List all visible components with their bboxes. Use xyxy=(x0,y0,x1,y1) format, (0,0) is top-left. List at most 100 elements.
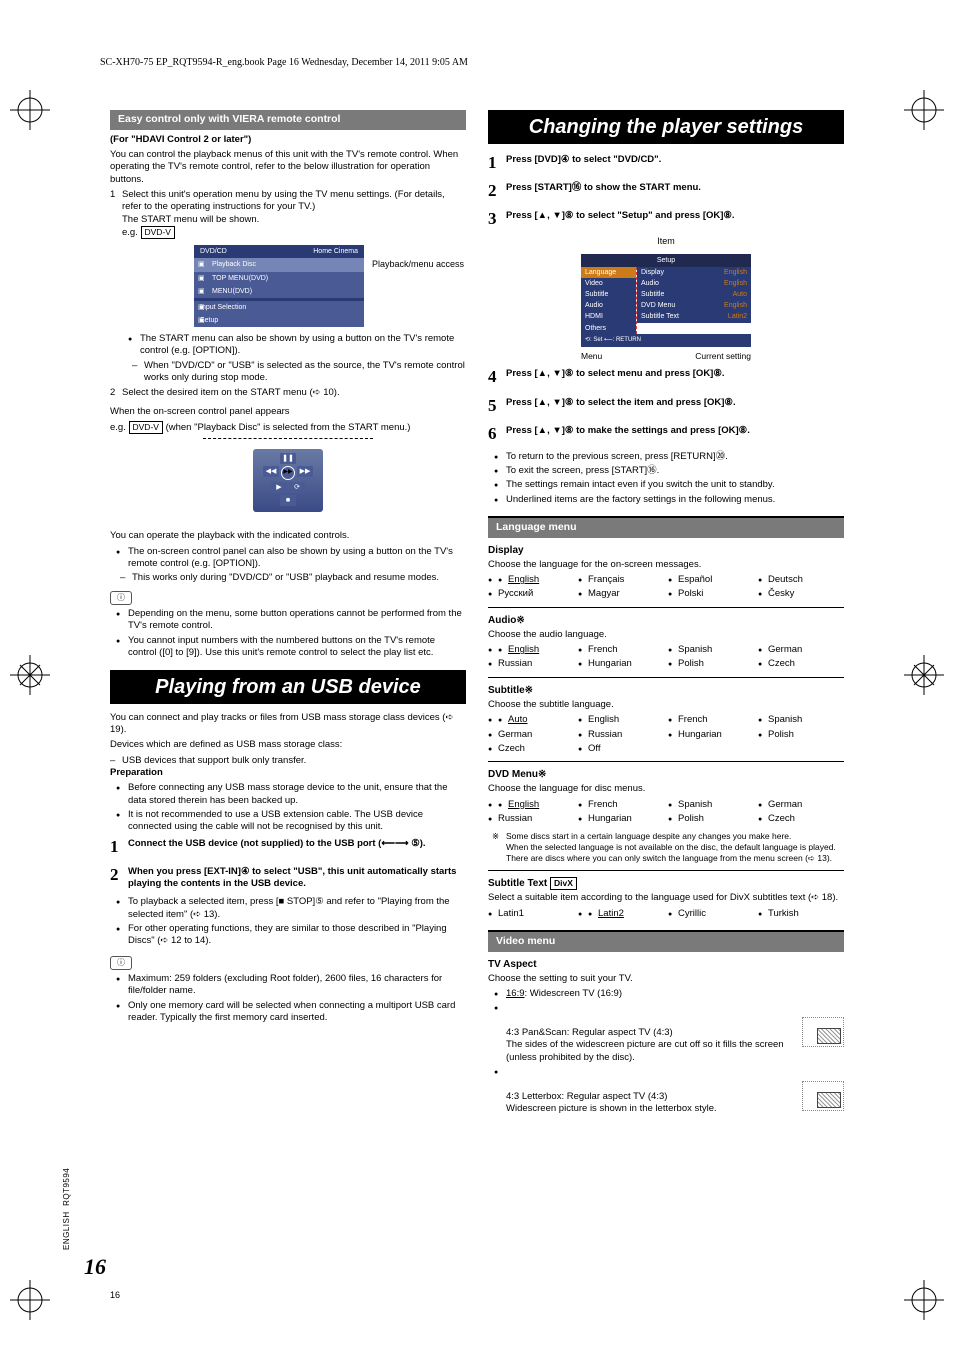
setup-osd: Setup Language Video Subtitle Audio HDMI… xyxy=(581,254,751,347)
settings-heading: Changing the player settings xyxy=(488,110,844,144)
lang-option: Polish xyxy=(668,658,754,670)
left-column: Easy control only with VIERA remote cont… xyxy=(110,110,466,1270)
display-options: English Français Español Deutsch Русский Magy… xyxy=(488,574,844,601)
settings-steps-1: 1Press [DVD]④ to select "DVD/CD". 2Press… xyxy=(488,152,844,230)
lang-option: Hungarian xyxy=(578,813,664,825)
usb-intro: You can connect and play tracks or files… xyxy=(110,712,466,737)
lang-option: English xyxy=(488,799,574,811)
easy-control-intro: You can control the playback menus of th… xyxy=(110,149,466,186)
page-number-large: 16 xyxy=(82,1253,108,1282)
dvdmenu-options: English French Spanish German Russian Hungari… xyxy=(488,799,844,826)
lang-option: Russian xyxy=(578,729,664,741)
usb-steps: 1Connect the USB device (not supplied) t… xyxy=(110,836,466,891)
lang-option: Spanish xyxy=(758,714,844,726)
usb-notes: Maximum: 259 folders (excluding Root fol… xyxy=(110,973,466,1024)
tvaspect-options: 16:9: Widescreen TV (16:9) 4:3 Pan&Scan:… xyxy=(488,988,844,1117)
subtitle-options: Auto English French Spanish German Russian Hun… xyxy=(488,714,844,755)
lang-option: Русский xyxy=(488,588,574,600)
lang-note: Some discs start in a certain language d… xyxy=(488,831,844,864)
crop-mark-top-right xyxy=(904,90,944,130)
lang-option: French xyxy=(668,714,754,726)
lang-option: French xyxy=(578,799,664,811)
note-icon-1: ⓘ xyxy=(110,591,132,605)
item-label: Item xyxy=(488,236,844,248)
lang-option: Deutsch xyxy=(758,574,844,586)
notes-1: Depending on the menu, some button opera… xyxy=(110,608,466,659)
lang-option: Magyar xyxy=(578,588,664,600)
lang-option: Hungarian xyxy=(668,729,754,741)
right-column: Changing the player settings 1Press [DVD… xyxy=(488,110,844,1270)
lang-option: Czech xyxy=(758,658,844,670)
lang-option: Russian xyxy=(488,658,574,670)
crop-mark-mid-left xyxy=(10,655,50,695)
osd-bottom-labels: Menu Current setting xyxy=(581,351,751,362)
dvd-v-box-2: DVD-V xyxy=(129,421,163,434)
lang-option: Spanish xyxy=(668,644,754,656)
easy-step-2: 2 Select the desired item on the START m… xyxy=(110,387,466,399)
lang-option: Auto xyxy=(488,714,574,726)
lang-option: English xyxy=(488,644,574,656)
usb-sub1: Devices which are defined as USB mass st… xyxy=(110,739,466,751)
page-content: Easy control only with VIERA remote cont… xyxy=(0,0,954,1350)
lang-option: German xyxy=(758,799,844,811)
side-label: ENGLISH RQT9594 xyxy=(62,1167,72,1249)
lang-option: Français xyxy=(578,574,664,586)
lang-option: Polski xyxy=(668,588,754,600)
dvd-v-box: DVD-V xyxy=(141,226,175,239)
lang-option: French xyxy=(578,644,664,656)
subtext-options: Latin1 Latin2 Cyrillic Turkish xyxy=(488,908,844,920)
dvd-osd-panel: DVD/CDHome Cinema Playback Disc TOP MENU… xyxy=(194,245,364,327)
lang-option: Czech xyxy=(488,743,574,755)
easy-control-steps: 1 Select this unit's operation menu by u… xyxy=(110,189,466,400)
panscan-illustration xyxy=(802,1017,844,1047)
settings-after-bullets: To return to the previous screen, press … xyxy=(488,451,844,506)
language-menu-bar: Language menu xyxy=(488,516,844,538)
oscp-bullets: The on-screen control panel can also be … xyxy=(110,546,466,571)
subtext-heading: Subtitle Text DivX xyxy=(488,877,844,890)
settings-steps-2: 4Press [▲, ▼]⑧ to select menu and press … xyxy=(488,366,844,444)
lang-option: Spanish xyxy=(668,799,754,811)
usb-heading: Playing from an USB device xyxy=(110,670,466,704)
easy-step1-dashes: When "DVD/CD" or "USB" is selected as th… xyxy=(122,360,466,385)
lang-option: Česky xyxy=(758,588,844,600)
header-book-info: SC-XH70-75 EP_RQT9594-R_eng.book Page 16… xyxy=(100,56,468,69)
lang-option: Polish xyxy=(668,813,754,825)
onscreen-control-panel: ❚❚ ◀◀▶▶▶▶ ▶⟳ ■ xyxy=(203,438,373,522)
lang-option: Latin1 xyxy=(488,908,574,920)
tvaspect-heading: TV Aspect xyxy=(488,958,844,971)
lang-option: English xyxy=(578,714,664,726)
divx-box: DivX xyxy=(550,877,577,890)
crop-mark-mid-right xyxy=(904,655,944,695)
hdavi-subtitle: (For "HDAVI Control 2 or later") xyxy=(110,134,466,146)
oscp-dashes: This works only during "DVD/CD" or "USB"… xyxy=(110,572,466,584)
usb-after-bullets: To playback a selected item, press [■ ST… xyxy=(110,896,466,947)
crop-mark-bottom-left xyxy=(10,1280,50,1320)
easy-step-1: 1 Select this unit's operation menu by u… xyxy=(110,189,466,384)
audio-options: EnglishFrenchSpanishGermanRussianHungari… xyxy=(488,644,844,671)
lang-option: English xyxy=(488,574,574,586)
lang-option: Czech xyxy=(758,813,844,825)
easy-control-bar: Easy control only with VIERA remote cont… xyxy=(110,110,466,130)
lang-option: German xyxy=(758,644,844,656)
audio-heading: Audio※ xyxy=(488,614,844,627)
lang-option: Polish xyxy=(758,729,844,741)
lang-option: Russian xyxy=(488,813,574,825)
oscp-intro-2: e.g. DVD-V (when "Playback Disc" is sele… xyxy=(110,421,466,434)
dvdmenu-heading: DVD Menu※ xyxy=(488,768,844,781)
oscp-after: You can operate the playback with the in… xyxy=(110,530,466,542)
prep-bullets: Before connecting any USB mass storage d… xyxy=(110,782,466,833)
dvd-osd-side-label: Playback/menu access xyxy=(372,259,472,271)
lang-option: Turkish xyxy=(758,908,844,920)
letterbox-illustration xyxy=(802,1081,844,1111)
oscp-intro-1: When the on-screen control panel appears xyxy=(110,406,466,418)
lang-option: Off xyxy=(578,743,664,755)
lang-option: Español xyxy=(668,574,754,586)
page-number-small: 16 xyxy=(110,1290,120,1302)
lang-option: German xyxy=(488,729,574,741)
lang-option: Latin2 xyxy=(578,908,664,920)
preparation-label: Preparation xyxy=(110,767,466,779)
crop-mark-top-left xyxy=(10,90,50,130)
subtitle-heading: Subtitle※ xyxy=(488,684,844,697)
easy-step1-bullets: The START menu can also be shown by usin… xyxy=(122,333,466,358)
lang-option: Cyrillic xyxy=(668,908,754,920)
